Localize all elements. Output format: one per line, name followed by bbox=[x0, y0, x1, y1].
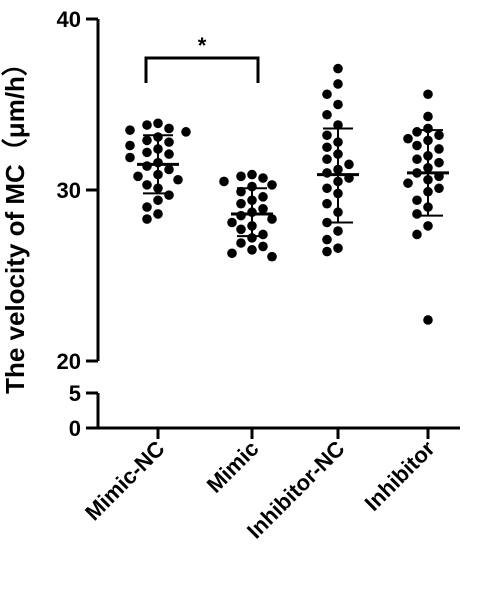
x-category-label-1: Mimic-NC bbox=[80, 436, 169, 525]
data-point-mimic-24 bbox=[267, 251, 277, 262]
data-point-mimic-nc-3 bbox=[164, 123, 174, 134]
data-point-inhibitor-nc-24 bbox=[333, 243, 343, 253]
data-point-mimic-21 bbox=[258, 241, 268, 252]
y-tick-label-20: 20 bbox=[57, 349, 81, 374]
data-point-inhibitor-17 bbox=[403, 178, 413, 188]
data-point-inhibitor-4 bbox=[412, 127, 422, 137]
data-point-mimic-nc-2 bbox=[142, 120, 152, 130]
data-point-mimic-nc-7 bbox=[142, 135, 152, 146]
data-point-mimic-nc-4 bbox=[125, 125, 135, 135]
significance-annotations: * bbox=[144, 33, 260, 83]
x-category-label-2: Mimic bbox=[202, 436, 264, 498]
data-point-mimic-15 bbox=[227, 217, 237, 228]
data-point-mimic-nc-25 bbox=[153, 209, 163, 219]
y-tick-label-5: 5 bbox=[69, 381, 81, 406]
data-point-mimic-14 bbox=[267, 214, 277, 224]
data-point-inhibitor-nc-25 bbox=[322, 246, 332, 257]
significance-bracket-1 bbox=[144, 56, 260, 83]
data-point-inhibitor-9 bbox=[434, 144, 444, 154]
data-point-mimic-nc-12 bbox=[164, 149, 174, 159]
data-point-inhibitor-nc-11 bbox=[322, 154, 332, 165]
data-point-mimic-nc-8 bbox=[164, 137, 174, 147]
data-point-inhibitor-1 bbox=[423, 89, 433, 100]
data-point-mimic-18 bbox=[258, 229, 268, 240]
data-point-inhibitor-nc-17 bbox=[322, 183, 332, 194]
data-point-inhibitor-6 bbox=[403, 133, 413, 144]
data-point-inhibitor-nc-23 bbox=[322, 234, 332, 245]
data-point-inhibitor-18 bbox=[434, 183, 444, 194]
axes: 20 30 40 0 5 bbox=[57, 7, 460, 441]
data-point-mimic-23 bbox=[227, 248, 237, 259]
data-point-inhibitor-25 bbox=[423, 315, 433, 325]
data-point-mimic-7 bbox=[236, 186, 246, 197]
data-point-inhibitor-5 bbox=[434, 130, 444, 141]
data-point-mimic-5 bbox=[267, 180, 277, 190]
data-point-inhibitor-nc-3 bbox=[322, 89, 332, 100]
data-point-inhibitor-nc-7 bbox=[322, 130, 332, 141]
data-point-mimic-20 bbox=[236, 238, 246, 248]
data-point-mimic-nc-15 bbox=[142, 161, 152, 171]
significance-label-1: * bbox=[198, 33, 207, 58]
data-point-inhibitor-nc-19 bbox=[322, 198, 332, 209]
data-point-mimic-4 bbox=[219, 176, 229, 187]
data-point-mimic-10 bbox=[236, 198, 246, 209]
data-point-inhibitor-nc-4 bbox=[333, 99, 343, 110]
data-point-mimic-nc-19 bbox=[173, 174, 183, 185]
data-point-mimic-nc-11 bbox=[142, 147, 152, 158]
data-point-mimic-8 bbox=[258, 192, 268, 202]
data-point-inhibitor-nc-1 bbox=[333, 63, 343, 74]
data-point-inhibitor-2 bbox=[423, 111, 433, 122]
data-point-mimic-13 bbox=[236, 210, 246, 221]
y-tick-label-40: 40 bbox=[57, 7, 81, 32]
data-point-mimic-nc-5 bbox=[181, 127, 191, 137]
data-point-inhibitor-23 bbox=[423, 221, 433, 231]
data-point-inhibitor-12 bbox=[434, 157, 444, 168]
data-point-inhibitor-8 bbox=[412, 140, 422, 151]
data-point-inhibitor-nc-6 bbox=[333, 120, 343, 130]
y-tick-label-30: 30 bbox=[57, 178, 81, 203]
data-point-inhibitor-nc-5 bbox=[322, 109, 332, 120]
data-point-inhibitor-nc-12 bbox=[344, 159, 354, 170]
data-point-mimic-nc-23 bbox=[153, 195, 163, 206]
data-point-mimic-nc-18 bbox=[133, 171, 143, 182]
data-point-mimic-nc-13 bbox=[125, 152, 135, 163]
y-axis-title-group: The velocity of MC（μm/h） bbox=[0, 50, 30, 394]
data-point-mimic-22 bbox=[247, 245, 257, 255]
data-point-mimic-nc-9 bbox=[125, 140, 135, 151]
data-point-mimic-nc-1 bbox=[153, 118, 163, 129]
data-point-mimic-nc-26 bbox=[142, 214, 152, 224]
y-tick-label-0: 0 bbox=[69, 416, 81, 441]
x-category-label-4: Inhibitor bbox=[360, 436, 440, 516]
y-axis-title: The velocity of MC（μm/h） bbox=[0, 50, 30, 394]
mean-sd-bars bbox=[137, 127, 449, 238]
data-point-inhibitor-nc-9 bbox=[322, 142, 332, 153]
data-point-inhibitor-11 bbox=[412, 154, 422, 165]
data-point-inhibitor-nc-22 bbox=[333, 226, 343, 236]
data-point-mimic-3 bbox=[258, 173, 268, 183]
data-point-mimic-nc-16 bbox=[164, 164, 174, 175]
data-point-inhibitor-20 bbox=[412, 195, 422, 206]
data-point-inhibitor-nc-2 bbox=[333, 79, 343, 89]
data-point-mimic-17 bbox=[236, 224, 246, 235]
data-point-mimic-11 bbox=[258, 204, 268, 214]
data-point-mimic-nc-24 bbox=[142, 202, 152, 212]
data-point-mimic-2 bbox=[236, 171, 246, 182]
data-point-mimic-1 bbox=[247, 169, 257, 180]
data-point-mimic-nc-22 bbox=[164, 190, 174, 200]
data-point-inhibitor-24 bbox=[412, 229, 422, 240]
data-point-inhibitor-nc-14 bbox=[322, 168, 332, 178]
data-point-mimic-nc-20 bbox=[142, 180, 152, 190]
data-point-inhibitor-22 bbox=[412, 209, 422, 219]
